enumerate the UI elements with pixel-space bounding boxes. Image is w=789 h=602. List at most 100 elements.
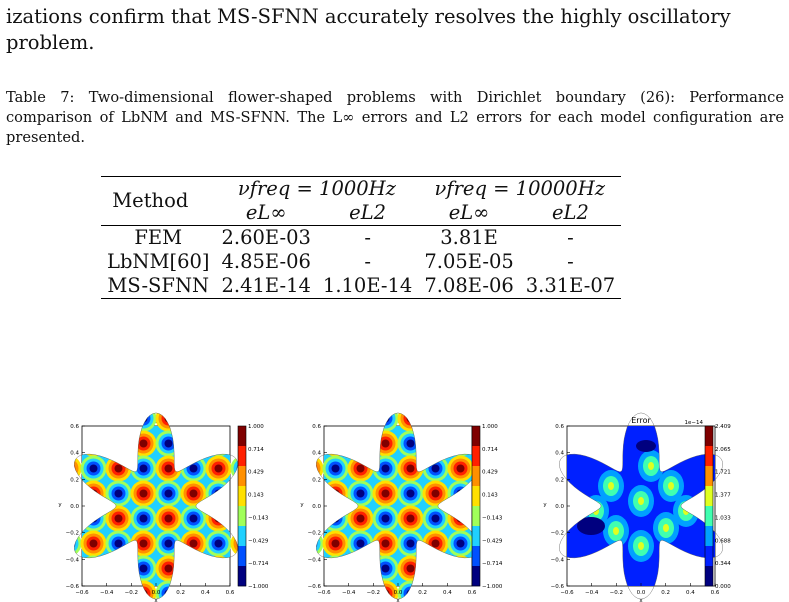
caption-label: Table 7: (6, 89, 75, 106)
results-table: Method νfreq = 1000Hz νfreq = 10000Hz eL… (101, 176, 622, 299)
table-caption: Table 7: Two-dimensional flower-shaped p… (6, 88, 784, 148)
x-tick-label: 0.0 (394, 590, 403, 596)
subplot-true: True−0.6−0.4−0.20.00.20.40.60.60.40.20.0… (58, 412, 269, 602)
colorbar-tick-label: −0.429 (248, 538, 269, 544)
solution-figure: True−0.6−0.4−0.20.00.20.40.60.60.40.20.0… (58, 412, 732, 602)
y-tick-label: 0.0 (70, 504, 79, 510)
colorbar-tick-label: 1.000 (248, 424, 264, 430)
y-tick-label: −0.6 (66, 584, 80, 590)
colorbar-tick-label: −0.429 (482, 538, 503, 544)
x-axis-label: x (396, 598, 400, 602)
y-tick-label: −0.2 (66, 531, 79, 537)
caption-text: Two-dimensional flower-shaped problems w… (6, 89, 784, 146)
x-tick-label: −0.6 (317, 590, 331, 596)
colorbar-tick-label: 0.714 (482, 447, 498, 453)
value-cell: 4.85E-06 (221, 250, 311, 273)
y-axis-label: y (300, 502, 304, 508)
y-tick-label: 0.0 (555, 504, 564, 510)
value-cell: 3.81E (440, 226, 498, 249)
colorbar-tick-label: −1.000 (248, 584, 269, 590)
colorbar-tick-label: 0.143 (248, 493, 264, 499)
group2-header: νfreq = 10000Hz (434, 177, 605, 200)
colorbar-tick-label: −0.714 (248, 561, 269, 567)
x-tick-label: −0.6 (560, 590, 574, 596)
colorbar-tick-label: −0.143 (248, 515, 269, 521)
x-tick-label: −0.2 (125, 590, 138, 596)
x-tick-label: 0.2 (176, 590, 185, 596)
colorbar-tick-label: −1.000 (482, 584, 503, 590)
y-tick-label: 0.4 (312, 451, 321, 457)
value-cell: 3.31E-07 (525, 274, 616, 297)
colorbar-tick-label: 2.409 (715, 424, 731, 430)
method-cell: FEM (134, 226, 183, 249)
method-cell: LbNM[60] (107, 250, 210, 273)
x-tick-label: −0.4 (100, 590, 114, 596)
y-tick-label: −0.4 (66, 557, 80, 563)
subplot-error: Error −0.6 −0.4 −0.2 0.0 0.2 0.4 0.6 0.6 0.4 0.2 0.… (543, 412, 732, 602)
y-axis-label: y (58, 502, 62, 508)
body-paragraph: izations confirm that MS-SFNN accurately… (6, 5, 731, 54)
colorbar-exponent: 1e−14 (685, 420, 704, 426)
value-cell: 2.60E-03 (221, 226, 311, 249)
x-tick-label: −0.4 (585, 590, 599, 596)
x-tick-label: 0.4 (201, 590, 210, 596)
colorbar-tick-label: 0.429 (482, 470, 498, 476)
value-cell: 7.05E-05 (424, 250, 514, 273)
x-tick-label: 0.6 (711, 590, 720, 596)
table-row: MS-SFNN 2.41E-14 1.10E-14 7.08E-06 3.31E… (101, 274, 622, 299)
colorbar-tick-label: 0.143 (482, 493, 498, 499)
x-tick-label: −0.6 (75, 590, 89, 596)
x-tick-label: 0.2 (418, 590, 427, 596)
y-tick-label: 0.6 (312, 424, 321, 430)
table-row: FEM 2.60E-03 - 3.81E - (101, 225, 622, 251)
colorbar-tick-label: 0.429 (248, 470, 264, 476)
colorbar-tick-label: −0.714 (482, 561, 503, 567)
x-tick-label: 0.0 (637, 590, 646, 596)
subplot-title: Error (631, 416, 651, 425)
y-tick-label: 0.4 (70, 451, 79, 457)
colorbar-tick-label: 1.377 (715, 493, 731, 499)
colorbar: 1.000 0.714 0.429 0.143 −0.143 −0.429 −0.714 −1… (471, 424, 503, 590)
y-tick-label: 0.2 (312, 477, 321, 483)
x-tick-label: −0.2 (367, 590, 380, 596)
value-cell: 1.10E-14 (322, 274, 413, 297)
x-tick-label: −0.2 (610, 590, 623, 596)
x-tick-label: 0.2 (661, 590, 670, 596)
colorbar: 2.409 2.065 1.721 1.377 1.033 0.688 0.344 0.000… (685, 420, 732, 590)
colorbar-tick-label: 1.721 (715, 470, 731, 476)
y-tick-label: 0.2 (555, 477, 564, 483)
col-linf-2: eL∞ (448, 201, 490, 224)
value-cell: 7.08E-06 (424, 274, 514, 297)
value-cell: - (567, 250, 574, 273)
x-tick-label: 0.6 (226, 590, 235, 596)
x-tick-label: 0.4 (443, 590, 452, 596)
col-l2-2: eL2 (552, 201, 589, 224)
x-axis-label: x (639, 598, 643, 602)
value-cell: - (364, 250, 371, 273)
y-tick-label: −0.4 (308, 557, 322, 563)
y-tick-label: −0.4 (551, 557, 565, 563)
colorbar-tick-label: 1.000 (482, 424, 498, 430)
y-tick-label: −0.6 (551, 584, 565, 590)
value-cell: - (364, 226, 371, 249)
y-tick-label: −0.6 (308, 584, 322, 590)
y-tick-label: 0.2 (70, 477, 79, 483)
y-tick-label: 0.4 (555, 451, 564, 457)
method-header: Method (112, 189, 189, 212)
y-tick-label: 0.6 (70, 424, 79, 430)
value-cell: - (567, 226, 574, 249)
colorbar-tick-label: 0.000 (715, 584, 731, 590)
colorbar-tick-label: 0.714 (248, 447, 264, 453)
col-l2-1: eL2 (349, 201, 387, 224)
colorbar-tick-label: 1.033 (715, 515, 731, 521)
colorbar: 1.000 0.714 0.429 0.143 −0.143 −0.429 −0.714 −1… (237, 424, 269, 590)
colorbar-tick-label: 0.688 (715, 538, 731, 544)
table-row: LbNM[60] 4.85E-06 - 7.05E-05 - (101, 250, 621, 274)
y-tick-label: 0.6 (555, 424, 564, 430)
subplot-pred: Pred−0.6−0.4−0.20.00.20.40.60.60.40.20.0… (300, 412, 503, 602)
value-cell: 2.41E-14 (221, 274, 311, 297)
group1-header: νfreq = 1000Hz (237, 177, 396, 200)
x-tick-label: 0.4 (686, 590, 695, 596)
y-tick-label: −0.2 (551, 531, 564, 537)
colorbar-tick-label: 0.344 (715, 561, 731, 567)
